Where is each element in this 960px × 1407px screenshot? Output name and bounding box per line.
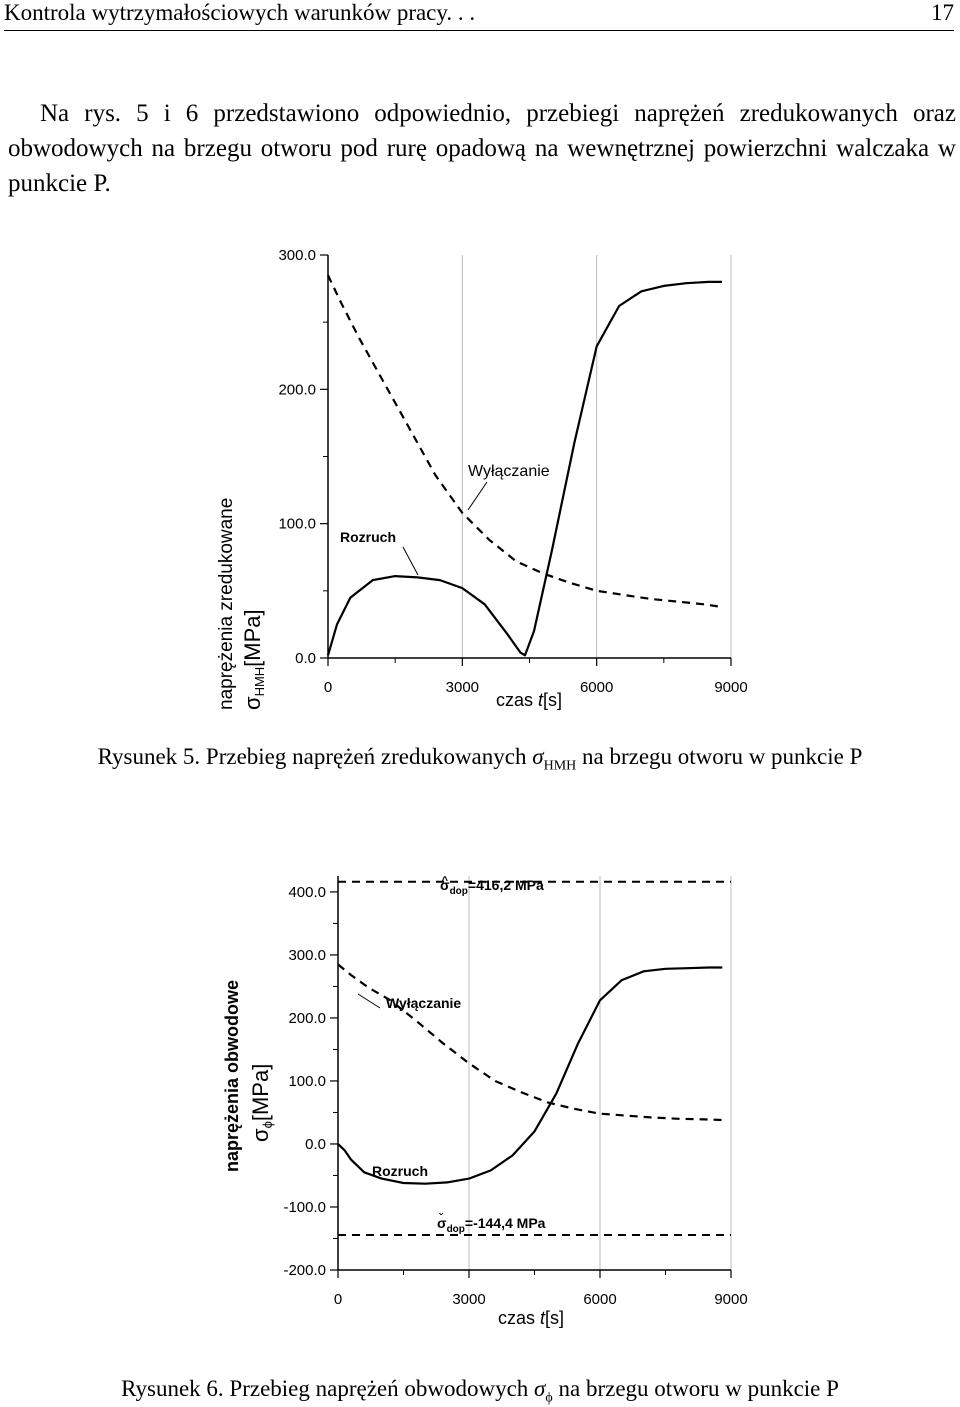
x-label-var: t — [538, 690, 544, 710]
y-unit: [MPa] — [240, 609, 265, 666]
figure-6-chart: 0 3000 6000 9000 -200.0 -100.0 0.0 100.0 200.0 30… — [222, 875, 748, 1328]
y-axis-label: naprężenia zredukowane σHMH[MPa] — [216, 498, 267, 710]
series-line-solid — [326, 280, 722, 657]
upper-limit-mark: ^ — [442, 875, 449, 887]
x-label-unit: [s] — [543, 690, 562, 710]
series-group — [337, 963, 723, 1185]
annotation-leader-start — [402, 546, 419, 576]
y-tick-label: 300.0 — [288, 947, 326, 964]
caption-6-prefix: Rysunek 6. Przebieg naprężeń obwodowych — [121, 1376, 535, 1401]
y-tick-label: 300.0 — [278, 247, 316, 264]
annotation-leader-stop — [467, 481, 488, 511]
series-group — [326, 274, 723, 657]
upper-limit-label: ^σdop=416,2 MPa — [440, 875, 544, 897]
tick-labels: 0 3000 6000 9000 0.0 100.0 200.0 300.0 — [278, 247, 747, 696]
caption-5-suffix: na brzegu otworu w punkcie P — [576, 744, 863, 769]
x-tick-label: 0 — [334, 1291, 342, 1308]
caption-5-symbol: σ — [532, 744, 544, 769]
grid — [337, 876, 732, 1270]
caption-5-prefix: Rysunek 5. Przebieg naprężeń zredukowany… — [97, 744, 533, 769]
upper-limit-text: =416,2 MPa — [468, 877, 544, 893]
caption-6-symbol: σ — [534, 1376, 546, 1401]
x-tick-label: 3000 — [452, 1291, 485, 1308]
lower-limit-mark: ˇ — [439, 1211, 444, 1225]
x-label-prefix: czas — [496, 690, 538, 710]
y-axis-label: naprężenia obwodowe σϕ[MPa] — [222, 980, 275, 1172]
y-axis-label-line1: naprężenia obwodowe — [222, 980, 242, 1172]
y-tick-label: 0.0 — [305, 1136, 326, 1153]
y-tick-label: -200.0 — [283, 1262, 326, 1279]
annotation-start: Rozruch — [372, 1163, 428, 1179]
y-tick-label: 200.0 — [278, 381, 316, 398]
x-tick-label: 9000 — [714, 1291, 747, 1308]
annotation-stop: Wyłączanie — [386, 995, 461, 1011]
series-line-dashed — [337, 963, 723, 1122]
intro-text: Na rys. 5 i 6 przedstawiono odpowiednio,… — [8, 100, 956, 197]
figure-6-caption: Rysunek 6. Przebieg naprężeń obwodowych … — [0, 1376, 960, 1407]
x-tick-label: 0 — [324, 679, 332, 696]
page-number: 17 — [931, 0, 954, 25]
x-tick-label: 6000 — [580, 679, 613, 696]
x-tick-label: 6000 — [583, 1291, 616, 1308]
x-tick-label: 9000 — [714, 679, 747, 696]
upper-limit-sigma: σ — [440, 877, 450, 893]
y-axis-label-line2: σϕ[MPa] — [248, 1064, 275, 1142]
x-label-prefix: czas — [498, 1308, 540, 1328]
caption-6-sub: ϕ — [545, 1390, 553, 1406]
y-tick-label: 0.0 — [295, 650, 316, 667]
reference-lines — [338, 880, 731, 1236]
caption-5-sub: HMH — [543, 758, 577, 774]
y-sigma: σ — [240, 696, 265, 710]
grid — [327, 255, 732, 658]
y-axis-label-line1: naprężenia zredukowane — [216, 498, 237, 710]
y-axis-label-line2: σHMH[MPa] — [240, 609, 267, 710]
y-tick-label: 200.0 — [288, 1010, 326, 1027]
axes — [320, 254, 732, 666]
x-axis-label: czas t[s] — [496, 690, 562, 710]
y-tick-label: -100.0 — [283, 1199, 326, 1216]
annotation-stop: Wyłączanie — [468, 463, 550, 480]
running-head-title: Kontrola wytrzymałościowych warunków pra… — [4, 0, 476, 25]
tick-labels: 0 3000 6000 9000 -200.0 -100.0 0.0 100.0 200.0 30… — [283, 884, 747, 1308]
x-label-unit: [s] — [545, 1308, 564, 1328]
y-tick-label: 100.0 — [288, 1073, 326, 1090]
x-label-var: t — [540, 1308, 546, 1328]
axes — [330, 876, 732, 1278]
y-tick-label: 100.0 — [278, 516, 316, 533]
annotation-leader-stop — [357, 993, 381, 1009]
x-tick-label: 3000 — [446, 679, 479, 696]
lower-limit-sub: dop — [447, 1224, 465, 1235]
lower-limit-sigma: σ — [437, 1215, 447, 1231]
figure-5-caption: Rysunek 5. Przebieg naprężeń zredukowany… — [0, 744, 960, 775]
y-unit: [MPa] — [248, 1064, 273, 1121]
caption-6-suffix: na brzegu otworu w punkcie P — [552, 1376, 839, 1401]
series-line-dashed — [327, 274, 723, 609]
x-axis-label: czas t[s] — [498, 1308, 564, 1328]
lower-limit-label: ˇσdop=-144,4 MPa — [437, 1211, 546, 1235]
intro-paragraph: Na rys. 5 i 6 przedstawiono odpowiednio,… — [8, 96, 956, 201]
y-sigma: σ — [248, 1128, 273, 1142]
y-tick-label: 400.0 — [288, 884, 326, 901]
series-line-solid — [337, 966, 723, 1185]
annotation-start: Rozruch — [340, 529, 396, 545]
lower-limit-text: =-144,4 MPa — [465, 1215, 546, 1231]
y-sub: ϕ — [260, 1121, 275, 1128]
running-head: Kontrola wytrzymałościowych warunków pra… — [4, 0, 954, 31]
upper-limit-sub: dop — [450, 886, 468, 897]
y-sub: HMH — [252, 667, 267, 697]
